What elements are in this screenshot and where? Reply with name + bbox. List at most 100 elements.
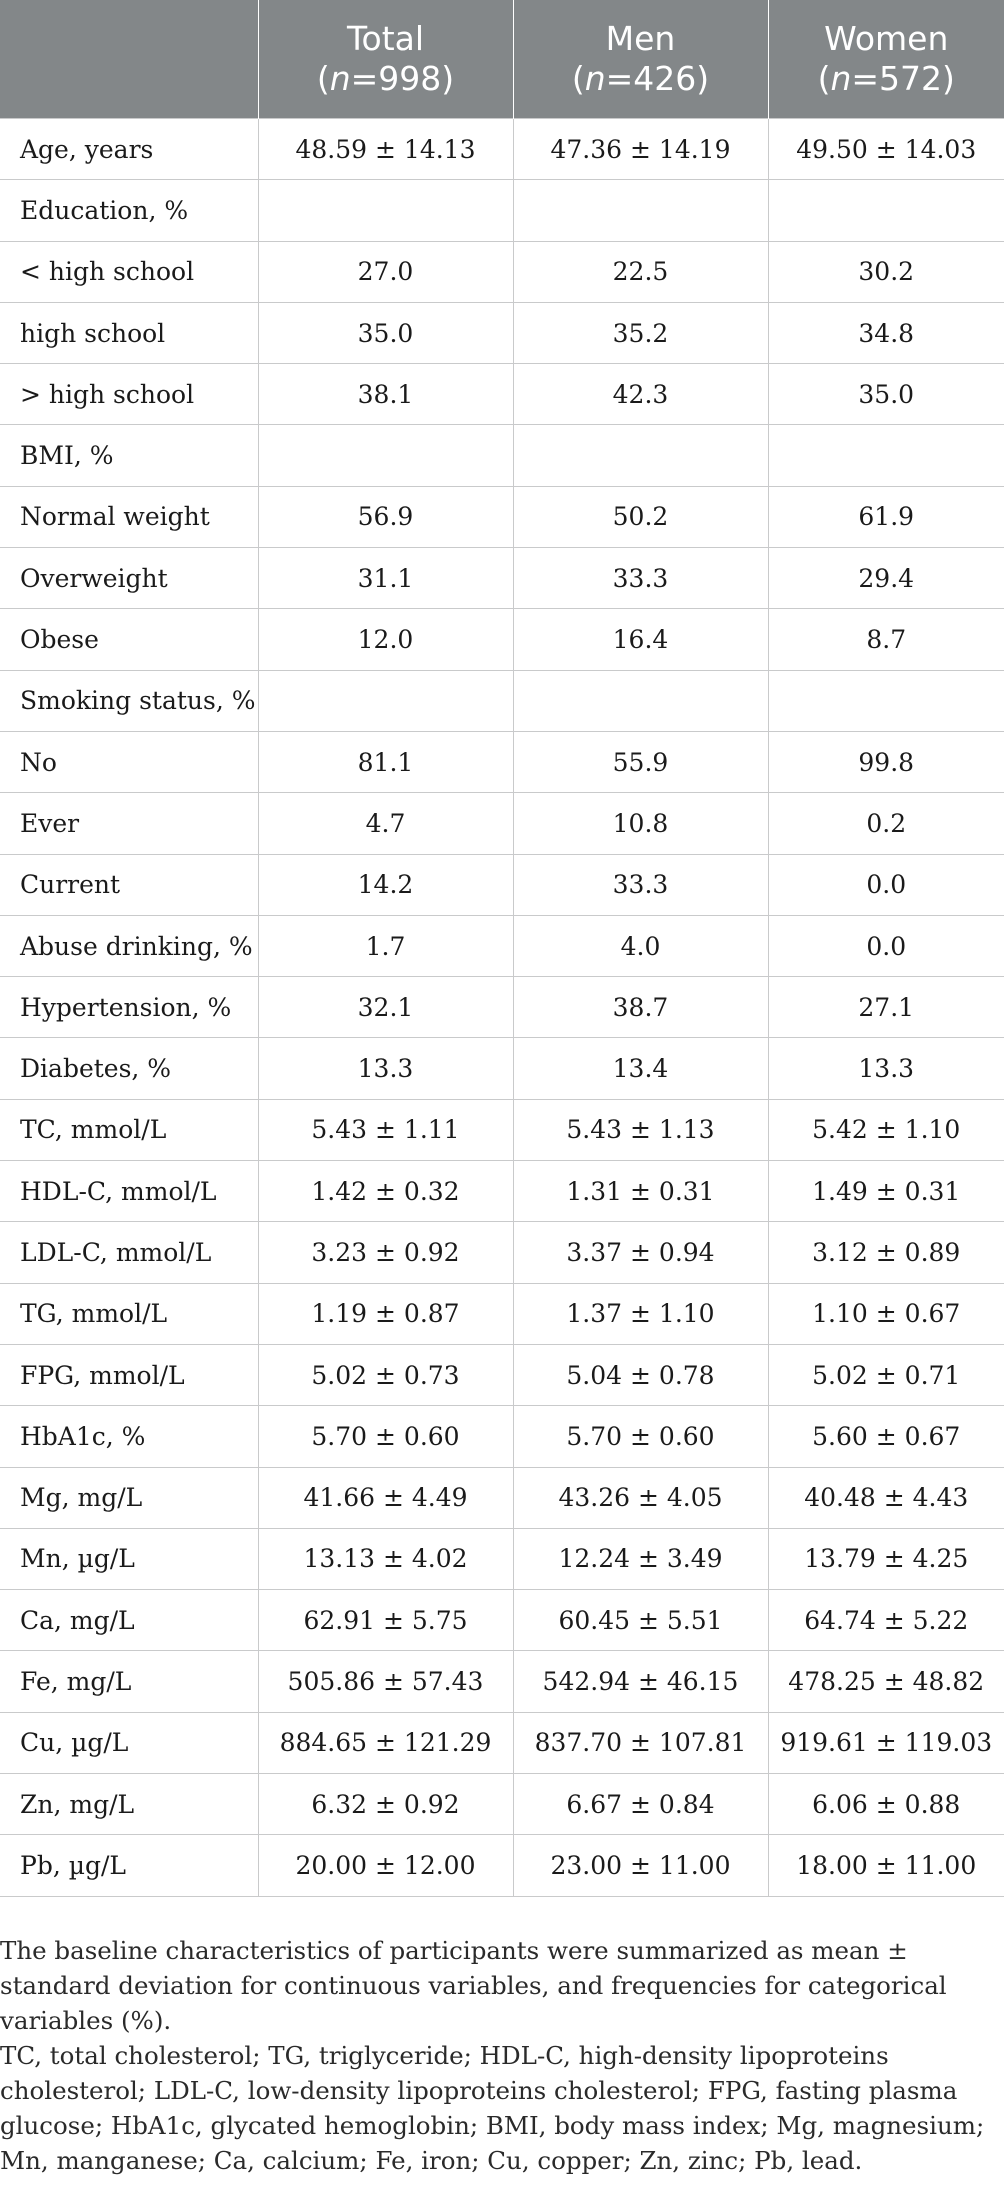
cell-women: 29.4: [767, 547, 1004, 610]
row-label-cell: Diabetes, %: [0, 1037, 259, 1100]
header-total-n: (n=998): [316, 59, 455, 98]
table-body: Age, years 48.59 ± 14.13 47.36 ± 14.19 49.5…: [0, 117, 1004, 1897]
cell-men: [512, 179, 769, 242]
row-label-cell: Mg, mg/L: [0, 1466, 259, 1529]
row-label-cell: Mn, µg/L: [0, 1527, 259, 1591]
table-row: Mg, mg/L 41.66 ± 4.49 43.26 ± 4.05 40.48 ± …: [0, 1466, 1004, 1529]
cell-total: 27.0: [257, 240, 514, 303]
cell-total: 1.19 ± 0.87: [257, 1282, 514, 1345]
cell-total: 13.13 ± 4.02: [257, 1527, 514, 1591]
cell-women: [767, 669, 1004, 732]
cell-men: 35.2: [512, 301, 769, 365]
cell-men: 42.3: [512, 363, 769, 426]
cell-women: 1.10 ± 0.67: [767, 1282, 1004, 1345]
cell-women: 919.61 ± 119.03: [767, 1711, 1004, 1775]
cell-men: 837.70 ± 107.81: [512, 1711, 769, 1775]
cell-women: 40.48 ± 4.43: [767, 1466, 1004, 1529]
cell-men: 55.9: [512, 730, 769, 794]
row-label-cell: TG, mmol/L: [0, 1282, 259, 1345]
cell-total: 81.1: [257, 730, 514, 794]
header-label-column: [0, 0, 259, 119]
table-header-row: Total (n=998) Men (n=426) Women (n=572): [0, 0, 1004, 119]
row-label-cell: Overweight: [0, 547, 259, 610]
cell-women: 6.06 ± 0.88: [767, 1773, 1004, 1836]
cell-women: 13.79 ± 4.25: [767, 1527, 1004, 1591]
cell-women: 99.8: [767, 730, 1004, 794]
header-men-n: (n=426): [571, 59, 710, 98]
cell-men: 16.4: [512, 608, 769, 671]
row-label-cell: Ever: [0, 792, 259, 855]
cell-total: 3.23 ± 0.92: [257, 1221, 514, 1284]
table-row: Fe, mg/L 505.86 ± 57.43 542.94 ± 46.15 478.…: [0, 1650, 1004, 1713]
cell-women: 61.9: [767, 485, 1004, 549]
row-label-cell: Education, %: [0, 179, 259, 242]
table-notes: The baseline characteristics of particip…: [0, 1897, 1004, 2178]
cell-total: [257, 179, 514, 242]
cell-women: 8.7: [767, 608, 1004, 671]
cell-men: 10.8: [512, 792, 769, 855]
row-label-cell: < high school: [0, 240, 259, 303]
table-row: Diabetes, % 13.3 13.4 13.3: [0, 1037, 1004, 1100]
cell-men: 5.04 ± 0.78: [512, 1343, 769, 1407]
row-label-cell: > high school: [0, 363, 259, 426]
cell-men: 47.36 ± 14.19: [512, 117, 769, 181]
table-row: Zn, mg/L 6.32 ± 0.92 6.67 ± 0.84 6.06 ± 0.8…: [0, 1773, 1004, 1836]
cell-total: 6.32 ± 0.92: [257, 1773, 514, 1836]
cell-total: 5.43 ± 1.11: [257, 1098, 514, 1162]
row-label-cell: Pb, µg/L: [0, 1834, 259, 1897]
cell-men: 33.3: [512, 853, 769, 916]
cell-women: 30.2: [767, 240, 1004, 303]
header-women: Women (n=572): [768, 0, 1004, 119]
table-row: high school 35.0 35.2 34.8: [0, 301, 1004, 365]
cell-women: 1.49 ± 0.31: [767, 1160, 1004, 1223]
table-row: Abuse drinking, % 1.7 4.0 0.0: [0, 914, 1004, 978]
row-label-cell: Fe, mg/L: [0, 1650, 259, 1713]
cell-women: 3.12 ± 0.89: [767, 1221, 1004, 1284]
cell-total: 12.0: [257, 608, 514, 671]
cell-men: 23.00 ± 11.00: [512, 1834, 769, 1897]
cell-women: 27.1: [767, 976, 1004, 1039]
cell-women: 34.8: [767, 301, 1004, 365]
table-row: > high school 38.1 42.3 35.0: [0, 363, 1004, 426]
cell-total: 5.70 ± 0.60: [257, 1405, 514, 1468]
cell-women: 0.2: [767, 792, 1004, 855]
cell-total: 31.1: [257, 547, 514, 610]
cell-total: 20.00 ± 12.00: [257, 1834, 514, 1897]
cell-women: 64.74 ± 5.22: [767, 1589, 1004, 1652]
table-row: Pb, µg/L 20.00 ± 12.00 23.00 ± 11.00 18.00 …: [0, 1834, 1004, 1897]
cell-total: 1.7: [257, 914, 514, 978]
table-row: LDL-C, mmol/L 3.23 ± 0.92 3.37 ± 0.94 3.12 …: [0, 1221, 1004, 1284]
cell-men: 3.37 ± 0.94: [512, 1221, 769, 1284]
row-label-cell: TC, mmol/L: [0, 1098, 259, 1162]
header-total: Total (n=998): [258, 0, 514, 119]
cell-women: 0.0: [767, 914, 1004, 978]
row-label-cell: FPG, mmol/L: [0, 1343, 259, 1407]
row-label-cell: LDL-C, mmol/L: [0, 1221, 259, 1284]
cell-total: 56.9: [257, 485, 514, 549]
row-label-cell: Normal weight: [0, 485, 259, 549]
cell-total: 14.2: [257, 853, 514, 916]
cell-total: [257, 669, 514, 732]
cell-men: 60.45 ± 5.51: [512, 1589, 769, 1652]
table-note-summary: The baseline characteristics of particip…: [0, 1935, 947, 2035]
cell-total: [257, 424, 514, 487]
table-row: Cu, µg/L 884.65 ± 121.29 837.70 ± 107.81 91…: [0, 1711, 1004, 1775]
cell-men: 4.0: [512, 914, 769, 978]
table-row: BMI, %: [0, 424, 1004, 487]
table-row: Ever 4.7 10.8 0.2: [0, 792, 1004, 855]
table-row: < high school 27.0 22.5 30.2: [0, 240, 1004, 303]
table-row: Smoking status, %: [0, 669, 1004, 732]
cell-total: 48.59 ± 14.13: [257, 117, 514, 181]
cell-total: 884.65 ± 121.29: [257, 1711, 514, 1775]
cell-total: 1.42 ± 0.32: [257, 1160, 514, 1223]
row-label-cell: Obese: [0, 608, 259, 671]
cell-men: 33.3: [512, 547, 769, 610]
header-men-label: Men: [605, 19, 676, 58]
cell-total: 32.1: [257, 976, 514, 1039]
cell-men: 5.70 ± 0.60: [512, 1405, 769, 1468]
table-row: HDL-C, mmol/L 1.42 ± 0.32 1.31 ± 0.31 1.49 …: [0, 1160, 1004, 1223]
cell-men: 43.26 ± 4.05: [512, 1466, 769, 1529]
cell-women: [767, 424, 1004, 487]
cell-total: 13.3: [257, 1037, 514, 1100]
cell-total: 35.0: [257, 301, 514, 365]
